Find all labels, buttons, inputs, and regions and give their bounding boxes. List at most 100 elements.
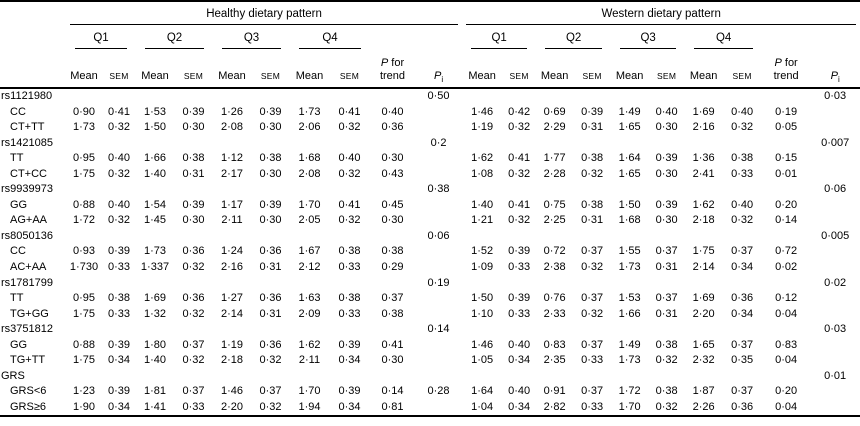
mean-cell [685, 88, 722, 105]
p-interaction-cell [810, 198, 860, 214]
sem-cell [722, 369, 762, 385]
genotype-row: CC 0·93 0·39 1·73 0·36 1·24 0·36 1·67 0·38 0·38 1·… [0, 244, 860, 260]
mean-cell: 1·26 [220, 105, 244, 118]
p-interaction-cell [415, 338, 462, 354]
mean-cell: 1·62 [298, 338, 321, 351]
mean-cell: 1·40 [143, 354, 167, 367]
sem-cell: 0·32 [259, 354, 282, 367]
mean-cell [536, 322, 573, 338]
p-trend-cell [370, 136, 415, 152]
mean-cell: 2·09 [298, 307, 321, 320]
western-pattern-label: Western dietary pattern [466, 8, 857, 25]
mean-cell [213, 369, 251, 385]
sem-cell: 0·31 [655, 307, 678, 320]
p-interaction-cell: 0·38 [427, 183, 450, 196]
sem-cell: 0·38 [655, 385, 678, 398]
p-trend-cell: 0·14 [775, 214, 798, 227]
western-q2-spanner: Q2 [536, 25, 611, 49]
sem-cell: 0·32 [182, 261, 205, 274]
sem-cell [502, 369, 536, 385]
mean-cell: 1·54 [143, 198, 167, 211]
mean-cell [136, 229, 174, 245]
p-trend-cell: 0·72 [775, 245, 798, 258]
mean-cell: 2·12 [298, 261, 321, 274]
genotype-row: GRS<6 1·23 0·39 1·81 0·37 1·46 0·37 1·70 0·39 0·1… [0, 384, 860, 400]
mean-cell: 1·80 [143, 338, 167, 351]
mean-cell: 1·10 [471, 307, 494, 320]
mean-cell: 1·49 [618, 105, 641, 118]
western-q1-spanner: Q1 [462, 25, 536, 49]
mean-cell [611, 136, 648, 152]
sem-cell [329, 369, 370, 385]
trend-text: trend [379, 70, 406, 82]
p-trend-cell [762, 136, 810, 152]
sem-cell: 0·32 [182, 354, 205, 367]
mean-cell: 1·53 [143, 105, 167, 118]
sem-cell: 0·34 [102, 399, 136, 418]
p-interaction-header: Pi [810, 49, 860, 89]
mean-cell [66, 369, 102, 385]
sem-cell: 0·37 [731, 245, 754, 258]
sem-cell: 0·37 [655, 245, 678, 258]
sem-cell: 0·37 [581, 292, 604, 305]
mean-cell [213, 182, 251, 198]
mean-cell: 1·69 [692, 105, 715, 118]
sem-cell: 0·38 [338, 292, 361, 305]
sem-cell: 0·32 [338, 121, 361, 134]
mean-cell [290, 136, 329, 152]
mean-cell: 1·65 [618, 121, 641, 134]
sem-cell: 0·38 [731, 152, 754, 165]
mean-cell: 2·08 [220, 121, 244, 134]
sem-cell: 0·32 [508, 167, 531, 180]
genotype-label: TT [10, 152, 24, 165]
sem-cell: 0·31 [655, 261, 678, 274]
sem-cell: 0·40 [338, 152, 361, 165]
mean-cell: 2·25 [543, 214, 566, 227]
q2-label: Q2 [145, 32, 204, 49]
p-interaction-cell: 0·005 [821, 229, 850, 242]
p-trend-cell [370, 322, 415, 338]
sem-cell: 0·34 [338, 354, 361, 367]
sem-cell: 0·34 [731, 261, 754, 274]
mean-cell: 1·04 [462, 399, 503, 418]
genotype-row: AC+AA 1·730 0·33 1·337 0·32 2·16 0·31 2·12 0·33 0… [0, 260, 860, 276]
sem-cell: 0·39 [259, 105, 282, 118]
q3-label: Q3 [222, 32, 281, 49]
snp-label: rs9939973 [1, 183, 53, 196]
sem-cell: 0·38 [581, 152, 604, 165]
p-trend-cell: 0·83 [775, 338, 798, 351]
sem-cell: 0·32 [581, 261, 604, 274]
mean-cell [213, 88, 251, 105]
table-header: Healthy dietary pattern Western dietary … [0, 1, 860, 89]
stub-header-cell [0, 1, 66, 25]
sem-cell: 0·33 [508, 307, 531, 320]
mean-cell: 0·95 [72, 292, 96, 305]
sem-cell [251, 182, 290, 198]
p-trend-cell: 0·43 [381, 167, 404, 180]
mean-cell [66, 322, 102, 338]
sem-cell [329, 88, 370, 105]
sem-cell [502, 322, 536, 338]
sem-cell: 0·36 [259, 245, 282, 258]
western-pattern-spanner: Western dietary pattern [462, 1, 860, 25]
mean-cell: 1·09 [471, 261, 494, 274]
q4-label: Q4 [299, 32, 361, 49]
pi-subscript: i [837, 75, 840, 85]
sem-cell: 0·34 [508, 354, 531, 367]
mean-cell: 1·87 [692, 385, 715, 398]
p-for-trend-header: P for trend [370, 49, 415, 89]
p-for-trend-header: P for trend [762, 49, 811, 89]
snp-section-row: rs3751812 0·14 0·03 [0, 322, 860, 338]
sem-cell: 0·38 [259, 152, 282, 165]
sem-cell [573, 136, 611, 152]
sem-cell: 0·33 [174, 399, 213, 418]
mean-cell: 1·81 [143, 385, 167, 398]
mean-cell [536, 229, 573, 245]
mean-cell [66, 182, 102, 198]
sem-cell [502, 229, 536, 245]
mean-cell [685, 136, 722, 152]
sem-cell: 0·37 [581, 338, 604, 351]
mean-cell: 2·28 [543, 167, 566, 180]
